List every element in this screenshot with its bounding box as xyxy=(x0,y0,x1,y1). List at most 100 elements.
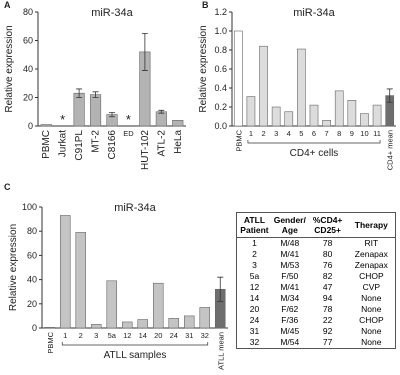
patient-table: ATLL Patient Gender/ Age %CD4+ CD25+ Therap… xyxy=(236,212,396,349)
y-tick-label: 0 xyxy=(32,323,37,333)
table-header-cell: %CD4+ CD25+ xyxy=(307,212,348,238)
bar xyxy=(168,318,180,329)
x-tick-label: 9 xyxy=(350,129,354,138)
x-tick-label: 20 xyxy=(154,331,162,340)
y-tick-label: 80 xyxy=(27,226,37,236)
y-tick-label: 100 xyxy=(22,202,37,212)
bar xyxy=(59,215,71,329)
x-axis-label: CD4+ cells xyxy=(290,148,339,159)
table-cell: None xyxy=(361,326,382,336)
table-cell: 1 xyxy=(252,238,257,248)
y-axis-label: Relative expression xyxy=(4,25,15,112)
table-cell: None xyxy=(361,293,382,303)
x-bracket xyxy=(247,140,381,144)
x-tick-label: ATLL mean xyxy=(216,332,225,370)
table-row: 3 M/53 76 Zenapax xyxy=(237,260,396,271)
x-tick-label: Jurkat xyxy=(58,130,69,157)
table-cell: 77 xyxy=(322,337,333,347)
y-tick-label: 1.0 xyxy=(214,26,227,36)
table-cell: RIT xyxy=(364,238,379,248)
table-row: 32 M/54 77 None xyxy=(237,337,396,349)
table-cell: Zenapax xyxy=(354,260,388,270)
table-cell: 24 xyxy=(249,315,260,325)
y-tick-label: 60 xyxy=(23,36,33,46)
x-tick-label: C8166 xyxy=(107,130,118,160)
bar xyxy=(360,113,369,127)
table-cell: 94 xyxy=(322,293,333,303)
x-tick-label: 3 xyxy=(274,129,278,138)
y-tick-label: 1.2 xyxy=(214,7,227,17)
error-bar xyxy=(92,91,99,98)
table-cell: None xyxy=(361,337,382,347)
table-cell: 47 xyxy=(322,282,333,292)
table-cell: F/36 xyxy=(281,315,299,325)
x-tick-label: 31 xyxy=(185,331,193,340)
table-row: 14 M/34 94 None xyxy=(237,293,396,304)
error-bar xyxy=(217,276,224,302)
x-tick-label: 2 xyxy=(261,129,265,138)
bar xyxy=(183,315,195,329)
panel-letter: B xyxy=(202,0,209,10)
y-tick-label: 80 xyxy=(23,7,33,17)
table-cell: M/45 xyxy=(280,326,300,336)
table-cell: 82 xyxy=(322,271,333,281)
bar xyxy=(334,90,344,127)
x-tick-label: PBMC xyxy=(41,130,52,159)
table-cell: 22 xyxy=(322,315,333,325)
y-tick-label: 40 xyxy=(23,64,33,74)
bar xyxy=(137,319,149,329)
bar xyxy=(44,327,56,329)
x-tick-label: 24 xyxy=(170,331,178,340)
y-tick-label: 0 xyxy=(28,121,33,131)
x-tick-label: 5a xyxy=(108,331,117,340)
x-tick-label: ED xyxy=(123,129,134,138)
table-cell: M/54 xyxy=(280,337,300,347)
x-tick-label: PBMC xyxy=(234,129,243,151)
y-tick-label: 20 xyxy=(23,93,33,103)
table-cell: M/48 xyxy=(280,238,300,248)
table-row: 1 M/48 78 RIT xyxy=(237,238,396,250)
x-tick-label: CD4+ mean xyxy=(386,130,395,170)
x-tick-label: 3 xyxy=(94,331,98,340)
x-tick-label: 1 xyxy=(63,331,67,340)
bar xyxy=(372,104,382,127)
table-row: 12 M/41 47 CVP xyxy=(237,282,396,293)
y-tick-label: 20 xyxy=(27,299,37,309)
table-cell: 14 xyxy=(249,293,260,303)
x-tick-label: MT-2 xyxy=(91,130,102,153)
x-tick-label: 8 xyxy=(337,129,341,138)
bar xyxy=(271,106,281,127)
table-cell: 78 xyxy=(322,304,333,314)
bar xyxy=(40,124,52,127)
x-tick-label: 4 xyxy=(287,129,291,138)
x-tick-label: 2 xyxy=(79,331,83,340)
bar xyxy=(155,111,167,127)
marker: * xyxy=(60,112,65,127)
bar xyxy=(309,104,319,127)
y-tick-label: 0.4 xyxy=(214,83,227,93)
y-tick-label: 0.2 xyxy=(214,102,227,112)
table-header-cell: ATLL Patient xyxy=(236,212,272,238)
table-cell: 12 xyxy=(249,282,260,292)
error-bar xyxy=(158,109,165,114)
table-cell: CHOP xyxy=(359,271,384,281)
x-tick-label: 5 xyxy=(299,129,303,138)
panel-letter: A xyxy=(4,0,11,10)
x-bracket xyxy=(61,342,209,346)
table-cell: 92 xyxy=(322,326,333,336)
bar xyxy=(233,30,243,127)
table-cell: 2 xyxy=(252,249,257,259)
bar xyxy=(322,120,331,127)
bar xyxy=(121,321,133,329)
bar xyxy=(297,48,306,127)
table-row: 2 M/41 80 Zenapax xyxy=(237,249,396,260)
table-cell: M/41 xyxy=(280,282,300,292)
table-row: 20 F/62 78 None xyxy=(237,304,396,315)
y-axis-label: Relative expression xyxy=(198,25,209,112)
x-tick-label: 10 xyxy=(360,129,368,138)
bar xyxy=(199,307,211,329)
table-cell: 20 xyxy=(249,304,260,314)
y-axis-label: Relative expression xyxy=(8,224,19,311)
